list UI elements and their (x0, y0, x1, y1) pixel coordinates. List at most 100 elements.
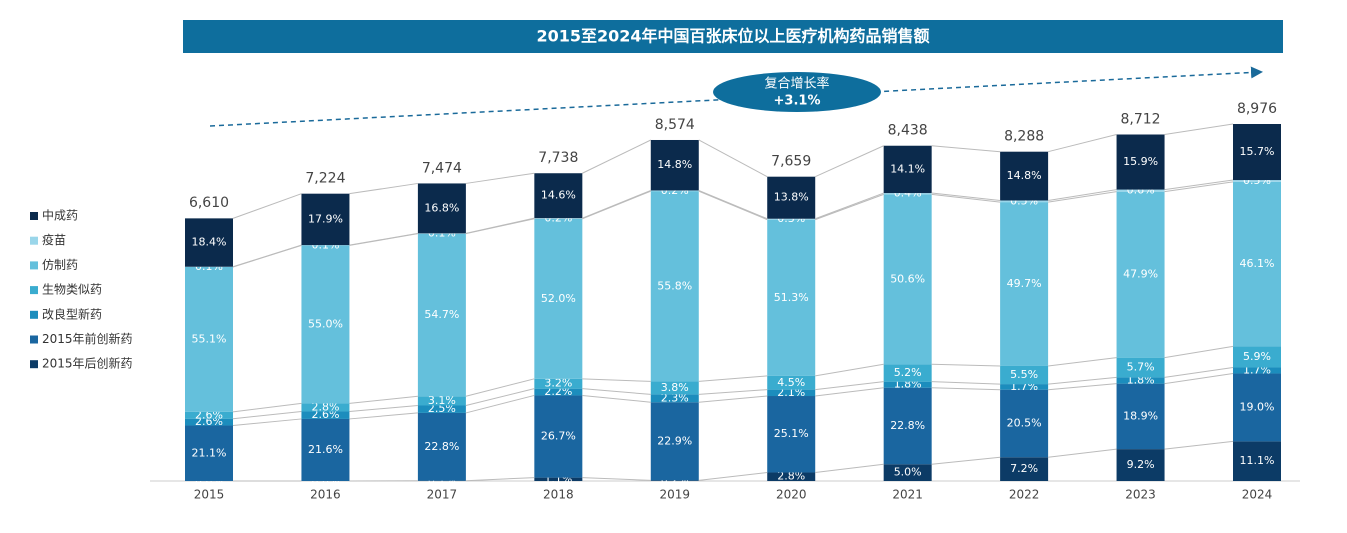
connector (931, 456, 1001, 465)
bar-segment (650, 190, 699, 192)
value-label: 19.0% (1240, 400, 1275, 413)
total-label: 6,610 (189, 195, 229, 211)
legend-label: 2015年后创新药 (42, 356, 133, 371)
value-label: 17.9% (308, 212, 343, 225)
title-bar (183, 20, 1283, 53)
connector (698, 139, 768, 178)
legend-swatch (30, 310, 38, 319)
value-label: 15.9% (1123, 155, 1158, 168)
connector (349, 232, 418, 246)
legend-swatch (30, 236, 38, 245)
bar-segment (185, 418, 233, 426)
x-tick-label: 2020 (776, 488, 807, 502)
value-label: 20.5% (1007, 416, 1042, 429)
legend-swatch (30, 286, 38, 295)
x-tick-label: 2023 (1125, 488, 1156, 502)
bar-segment (185, 425, 233, 481)
bar-segment (534, 388, 583, 396)
connector (465, 394, 535, 414)
bar-segment (301, 193, 350, 246)
bar-segment (417, 183, 466, 234)
x-tick-label: 2017 (427, 488, 458, 502)
value-label: 18.9% (1123, 409, 1158, 422)
value-label: 11.1% (1240, 454, 1275, 467)
bar-segment (301, 411, 350, 419)
bar-segment (1233, 346, 1281, 368)
total-label: 8,574 (655, 117, 695, 133)
connector (582, 378, 651, 382)
value-label: 7.2% (1010, 462, 1038, 475)
bar-segment (1233, 124, 1281, 181)
bar-segment (1116, 357, 1165, 378)
bar-segment (185, 411, 233, 419)
value-label: 3.2% (544, 377, 572, 390)
value-label: 2.8% (311, 400, 339, 413)
bar-segment (767, 219, 816, 376)
value-label: 55.8% (657, 279, 692, 292)
value-label: 9.2% (1127, 458, 1155, 471)
bar-segment (1000, 457, 1049, 481)
value-label: 55.1% (192, 332, 227, 345)
bar-segment (767, 375, 816, 390)
bar-segment (534, 378, 583, 389)
legend-swatch (30, 261, 38, 270)
legend-swatch (30, 360, 38, 369)
total-label: 7,659 (771, 153, 811, 169)
value-label: 47.9% (1123, 268, 1158, 281)
bar-segment (1000, 200, 1049, 203)
connector (815, 193, 884, 221)
bar-segment (883, 387, 932, 465)
value-label: 3.1% (428, 394, 456, 407)
chart-title: 2015至2024年中国百张床位以上医疗机构药品销售额 (536, 27, 929, 46)
bar-segment (1233, 180, 1281, 182)
value-label: 22.8% (890, 419, 925, 432)
bar-segment (1000, 202, 1049, 366)
cagr-value: +3.1% (774, 94, 821, 109)
bar-segment (534, 218, 583, 219)
connector (698, 190, 768, 221)
connector (698, 189, 768, 220)
value-label: 46.1% (1240, 257, 1275, 270)
bar-segment (767, 396, 816, 473)
total-label: 7,474 (422, 161, 462, 177)
connector (582, 190, 651, 220)
connector (698, 395, 768, 403)
connector (815, 463, 884, 473)
value-label: 22.9% (657, 434, 692, 447)
bar-segment (417, 412, 466, 481)
value-label: 2.3% (661, 391, 689, 404)
connector (815, 192, 884, 220)
bar-segment (650, 381, 699, 395)
bar-segment (650, 402, 699, 481)
connector (465, 477, 535, 482)
bar-segment (1116, 134, 1165, 190)
legend-label: 仿制药 (42, 258, 78, 272)
connector (465, 378, 535, 397)
connector (698, 389, 768, 395)
bar-segment (534, 218, 583, 379)
value-label: 3.8% (661, 381, 689, 394)
connector (815, 387, 884, 397)
bar-segment (185, 218, 233, 267)
value-label: 14.1% (890, 162, 925, 175)
bar-segment (534, 395, 583, 478)
legend-label: 中成药 (42, 208, 78, 223)
connector (1164, 366, 1234, 378)
connector (465, 388, 535, 406)
bar-segment (650, 191, 699, 382)
value-label: 14.8% (657, 158, 692, 171)
legend-label: 改良型新药 (42, 306, 102, 321)
x-tick-label: 2018 (543, 488, 574, 502)
value-label: 14.8% (1007, 169, 1042, 182)
value-label: 21.6% (308, 443, 343, 456)
value-label: 22.8% (424, 440, 459, 453)
value-label: 52.0% (541, 292, 576, 305)
value-label: 21.1% (192, 446, 227, 459)
total-label: 8,712 (1121, 112, 1161, 128)
total-label: 7,224 (305, 171, 345, 187)
connector (1048, 383, 1117, 391)
bar-segment (767, 218, 816, 220)
legend-swatch (30, 335, 38, 344)
connector (232, 193, 302, 219)
